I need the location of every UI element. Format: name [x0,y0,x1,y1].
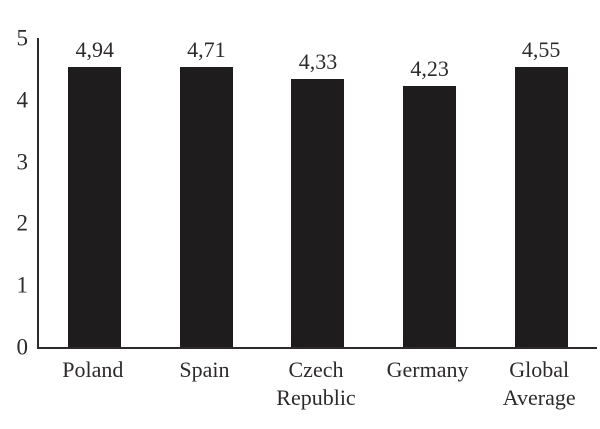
bar-value-label: 4,23 [410,55,449,81]
bar-slot: 4,55 [485,38,597,347]
bar-germany [403,85,457,347]
bar-value-label: 4,55 [521,37,561,62]
bar-value-label: 4,33 [298,49,338,75]
y-tick-label: 3 [16,149,29,175]
bar-spain [179,67,233,347]
x-category-label: Global Average [502,357,576,410]
y-tick-label: 5 [16,25,29,51]
bar-value-label: 4,71 [187,37,226,62]
x-axis-category-labels: Poland Spain Czech Republic Germany Global A… [37,356,595,412]
bar-slot: 4,71 [151,38,263,347]
y-tick-label: 2 [16,210,29,236]
bar-value-label: 4,94 [75,37,115,62]
x-category-label: Spain [179,357,230,382]
x-category-label: Germany [386,357,469,382]
bar-slot: 4,23 [374,38,486,347]
bar-slot: 4,94 [39,38,151,347]
y-tick-label: 1 [16,272,29,298]
bars-row: 4,94 4,71 4,33 4,23 4,55 [39,38,597,347]
bar-poland [68,67,122,347]
y-tick-label: 4 [16,87,29,113]
y-axis-tick-labels: 0 1 2 3 4 5 [0,27,29,359]
y-tick-label: 0 [16,334,29,360]
bar-czech-republic [291,79,345,347]
x-category-label: Czech Republic [276,357,356,410]
bar-slot: 4,33 [262,38,374,347]
x-category-label: Poland [62,357,124,382]
bar-global-average [514,67,568,347]
plot-area: 4,94 4,71 4,33 4,23 4,55 [37,38,597,349]
